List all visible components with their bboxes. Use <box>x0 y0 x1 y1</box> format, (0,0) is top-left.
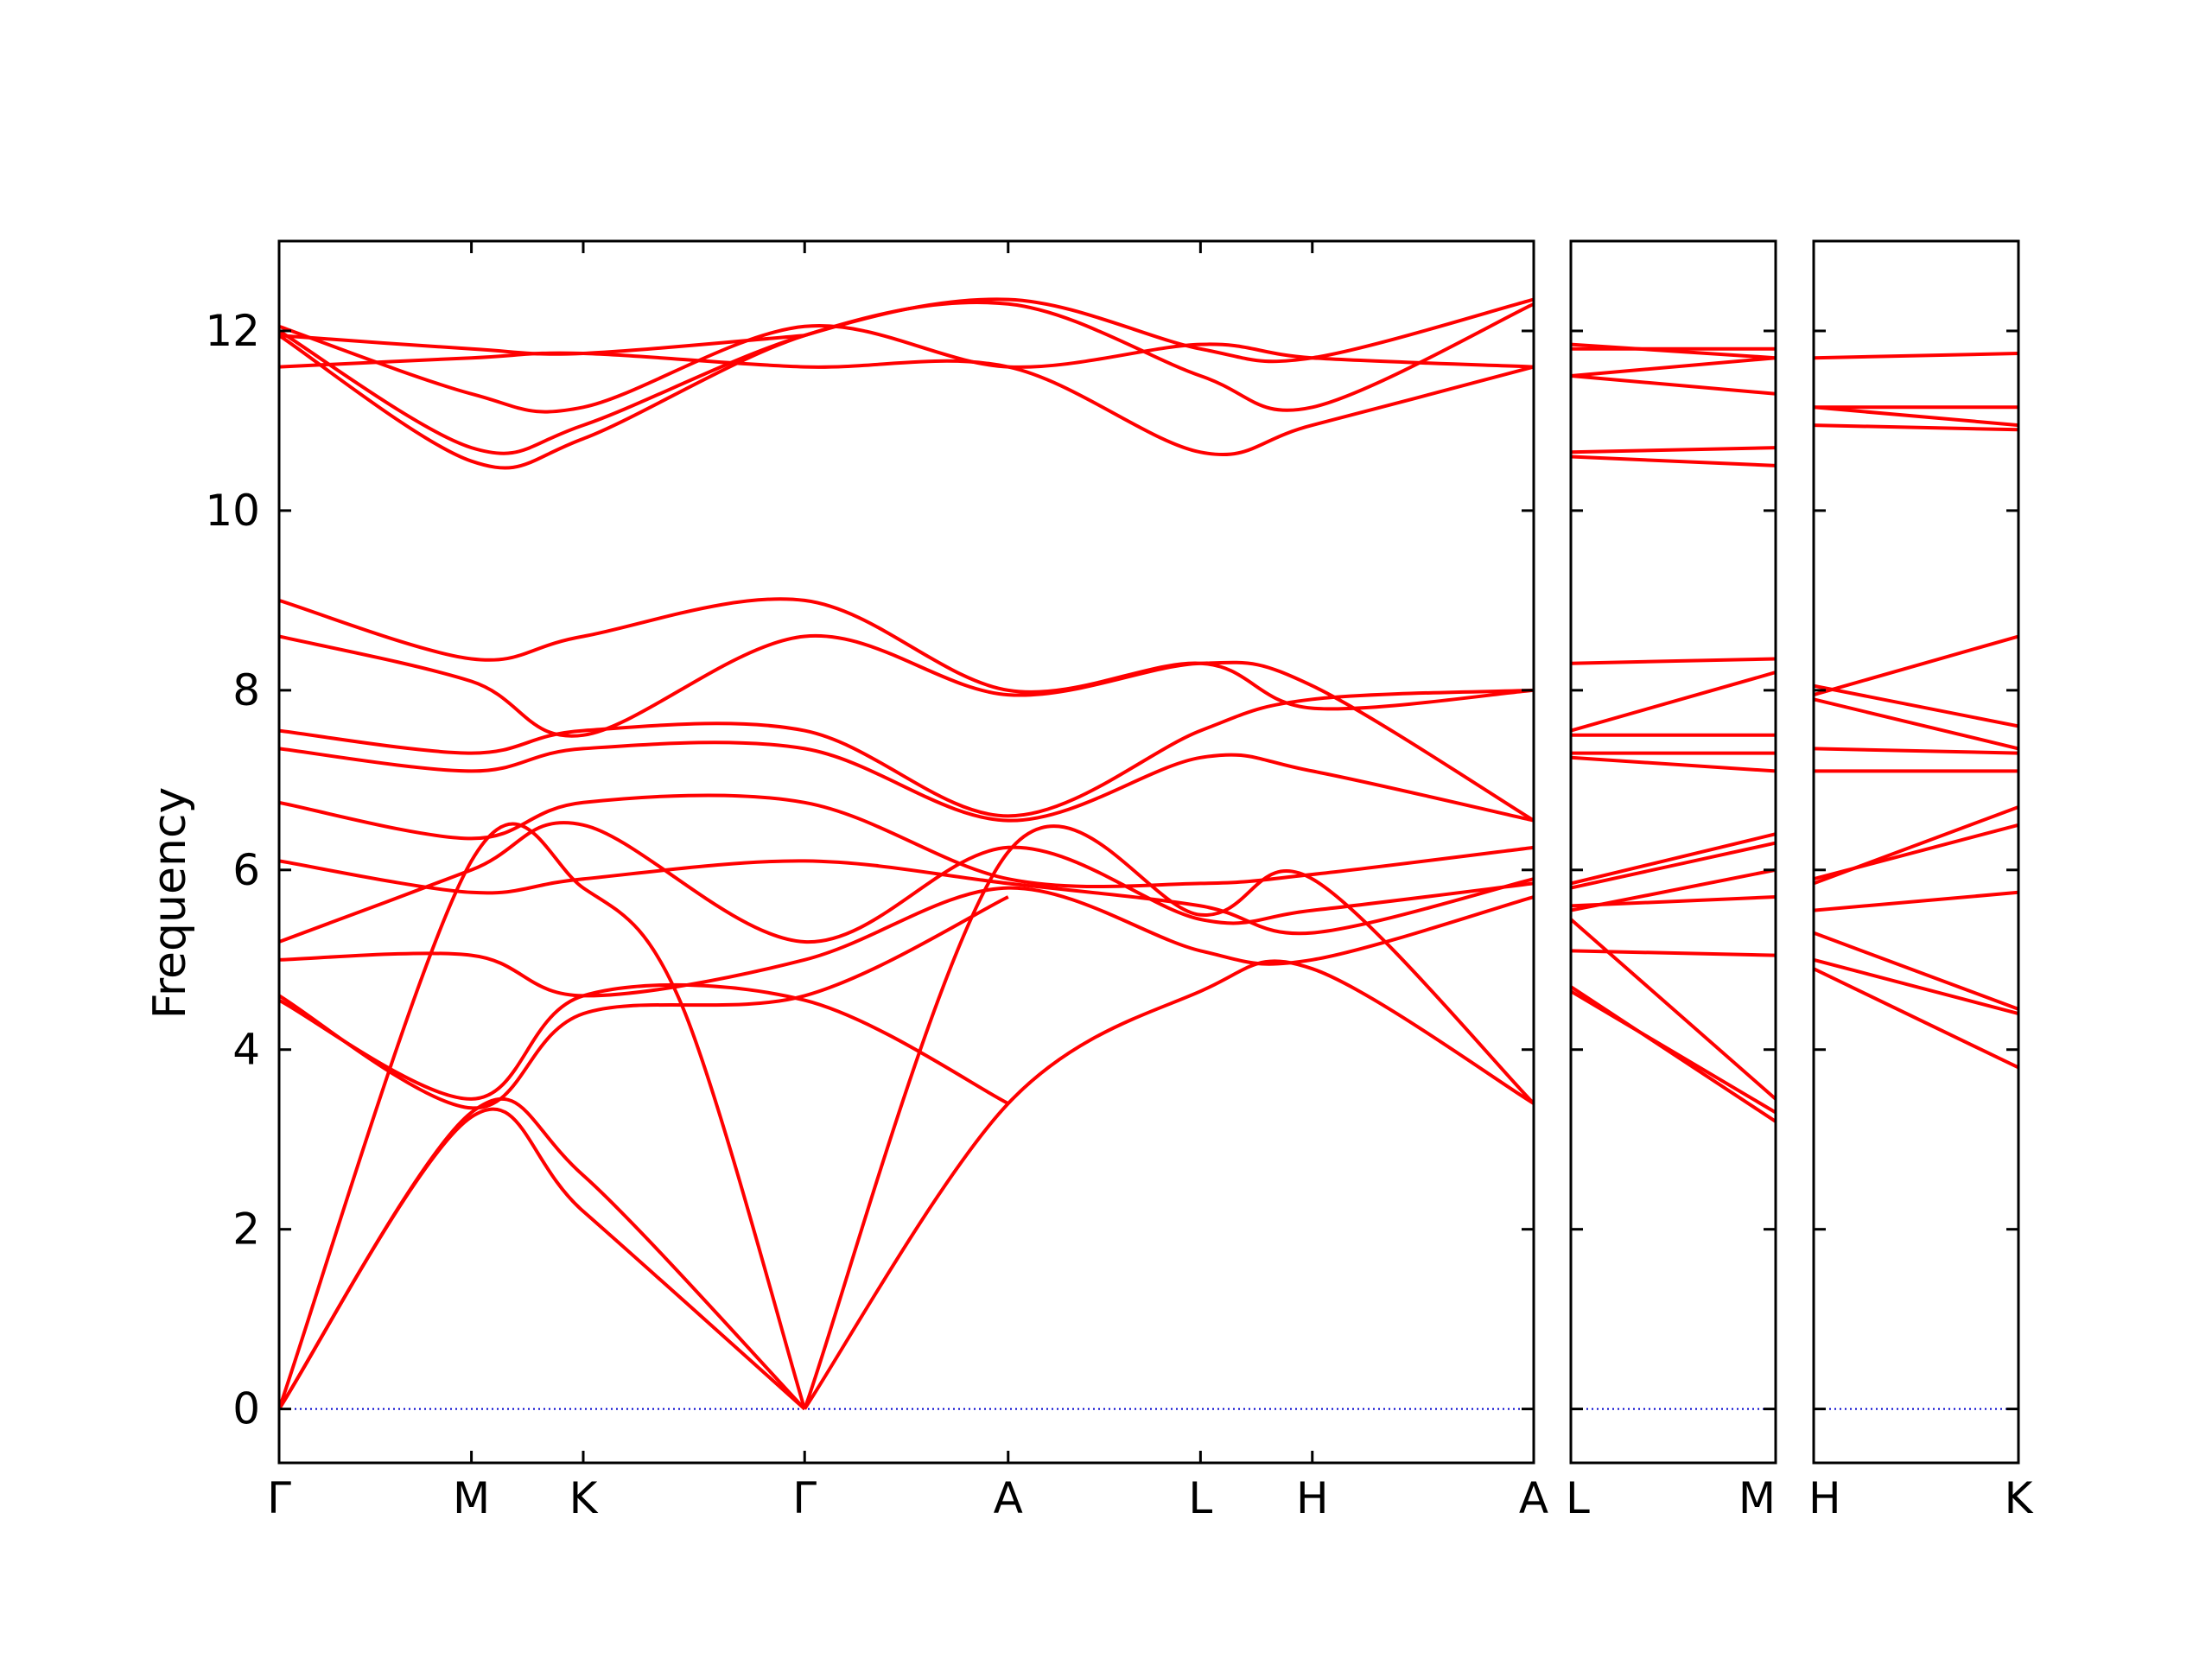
band-line-11 <box>1814 634 2018 697</box>
x-tick-label: K <box>569 1473 599 1523</box>
x-tick-label: H <box>1296 1473 1329 1523</box>
band-line-2 <box>1571 989 1776 1115</box>
band-line-4 <box>1571 949 1776 957</box>
band-line-18 <box>1571 342 1776 360</box>
band-line-3 <box>1814 931 2018 1011</box>
x-tick-label: M <box>453 1473 490 1523</box>
band-line-12 <box>1571 657 1776 665</box>
band-line-9 <box>1814 697 2018 751</box>
band-line-16 <box>1571 374 1776 396</box>
band-line-19 <box>279 324 1534 414</box>
band-line-9 <box>279 821 1534 944</box>
band-line-7 <box>1571 841 1776 890</box>
y-tick-label: 4 <box>232 1025 260 1075</box>
band-line-15 <box>1571 446 1776 454</box>
band-line-6 <box>1814 805 2018 886</box>
panel-1: 0 2 4 6 8 10 12 Γ M K Γ A L H A <box>205 239 1548 1523</box>
x-tick-label: L <box>1566 1473 1590 1523</box>
y-tick-label: 0 <box>232 1384 260 1434</box>
bands-group <box>1814 352 2018 1070</box>
band-line-1 <box>1814 967 2018 1070</box>
band-line-10 <box>279 859 1534 936</box>
panel-frame <box>1569 239 1777 1465</box>
x-tick-label: M <box>1738 1473 1776 1523</box>
band-line-4 <box>803 959 1534 1410</box>
bands-group <box>1571 342 1776 1123</box>
panel-frame <box>1812 239 2020 1465</box>
y-tick-label: 12 <box>205 306 260 356</box>
band-line-8 <box>279 886 1534 998</box>
band-line-8 <box>1814 747 2018 755</box>
band-line-13 <box>1571 671 1776 733</box>
band-line-3 <box>279 822 807 1410</box>
x-tick-label: Γ <box>792 1473 817 1523</box>
x-tick-label: K <box>2005 1473 2034 1523</box>
band-line-7 <box>279 895 1009 1110</box>
band-line-15 <box>279 597 1534 711</box>
panel-frame <box>277 239 1535 1465</box>
band-line-15 <box>1814 352 2018 360</box>
band-line-20 <box>279 334 805 356</box>
y-tick-label: 10 <box>205 486 260 536</box>
band-line-6 <box>1571 868 1776 912</box>
x-tick-label: A <box>1519 1473 1548 1523</box>
band-line-8 <box>1571 832 1776 886</box>
band-line-14 <box>279 633 1534 823</box>
bands-group <box>279 297 1534 1411</box>
band-line-17 <box>1571 356 1776 378</box>
band-line-5 <box>803 824 1534 1410</box>
x-tick-label: Γ <box>267 1473 291 1523</box>
band-line-12 <box>1814 423 2018 432</box>
band-line-13 <box>1814 405 2018 428</box>
y-tick-label: 2 <box>232 1205 260 1255</box>
band-line-9 <box>1571 755 1776 773</box>
y-tick-label: 6 <box>232 845 260 895</box>
band-line-1 <box>1571 985 1776 1123</box>
x-tick-label: A <box>994 1473 1023 1523</box>
band-line-4 <box>1814 890 2018 912</box>
x-tick-label: L <box>1188 1473 1212 1523</box>
band-line-16 <box>279 351 1534 457</box>
band-line-12 <box>279 741 1534 823</box>
y-axis-title: Frequency <box>144 787 196 1020</box>
band-line-10 <box>1814 683 2018 728</box>
band-line-14 <box>1571 454 1776 467</box>
band-line-2 <box>1814 957 2018 1016</box>
band-line-11 <box>279 793 1534 889</box>
band-line-3 <box>1571 918 1776 1101</box>
band-line-13 <box>279 688 1534 818</box>
band-line-2 <box>279 1096 806 1410</box>
y-tick-label: 8 <box>232 665 260 715</box>
x-tick-label: H <box>1808 1473 1841 1523</box>
